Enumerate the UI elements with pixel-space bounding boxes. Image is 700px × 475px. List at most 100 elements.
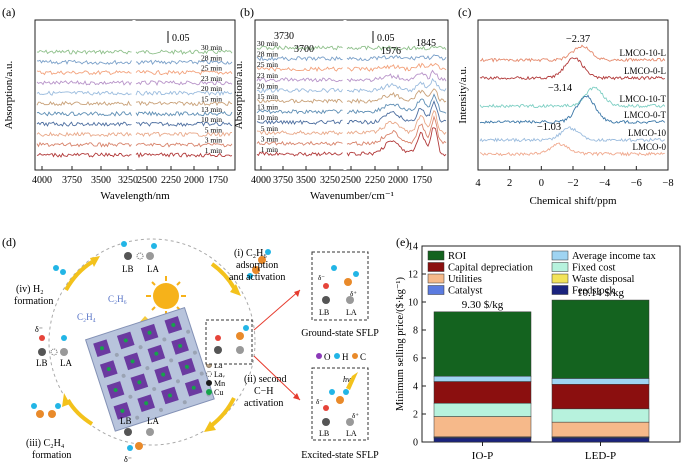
- a-trace: [36, 59, 233, 66]
- lattice-la-site: [145, 366, 150, 371]
- lattice-la-site: [182, 400, 187, 405]
- legend-label: Utilities: [448, 274, 482, 285]
- lattice-legend-swatch: [206, 389, 212, 395]
- a-trace: [36, 141, 233, 148]
- c-series-label: LMCO-10: [628, 128, 666, 138]
- h2-molecule: [53, 265, 66, 275]
- b-series-label: 30 min: [257, 39, 278, 48]
- panel-c-peak-label-2: −3.14: [548, 83, 573, 94]
- c-trace: [479, 142, 665, 157]
- panel-a-scale-label: 0.05: [172, 33, 190, 44]
- legend-swatch: [427, 273, 445, 284]
- b-trace: [256, 62, 447, 72]
- lattice-cu-site: [184, 364, 189, 369]
- panel-a-x-ticks: 4000 3750 3500 3250 2500 2250 2000 1750: [32, 166, 228, 186]
- lattice-la-site: [199, 371, 204, 376]
- b-xtick-label: 3500: [296, 175, 316, 186]
- lattice-cu-site: [147, 330, 152, 335]
- lattice-legend-label: Laᵥ: [214, 370, 225, 379]
- arrow-to-excited-state: [253, 355, 301, 401]
- c-xtick-label: −6: [631, 178, 642, 189]
- b-trace: [256, 88, 447, 104]
- a-trace: [36, 121, 233, 127]
- c2h6-molecule: [247, 249, 271, 279]
- step-iv-line2: formation: [14, 296, 53, 307]
- a-series-label: 25 min: [201, 64, 222, 73]
- h-atom: [151, 243, 157, 249]
- b-trace: [256, 93, 447, 115]
- h-atom: [121, 241, 127, 247]
- delta-minus-bottom: δ⁻: [124, 455, 132, 464]
- b-series-label: 3 min: [261, 134, 279, 143]
- lattice-la-site: [169, 358, 174, 363]
- c2h4-label: C₂H₄: [77, 312, 96, 322]
- panel-c-peak-label-3: −1.03: [537, 122, 561, 133]
- bar-total-label: 10.14 $/kg: [577, 287, 625, 299]
- c-xtick-label: −2: [567, 178, 578, 189]
- legend-label: Capital depreciation: [448, 263, 534, 274]
- c-trace: [479, 86, 666, 109]
- step-iii-line2: formation: [32, 450, 71, 461]
- e-ytick-label: 12: [408, 270, 418, 281]
- b-trace: [256, 77, 447, 94]
- site-top: LB LA: [121, 241, 159, 274]
- a-xtick-label: 3750: [62, 175, 82, 186]
- e-ytick-label: 14: [408, 242, 418, 253]
- lattice-cu-site: [113, 387, 118, 392]
- site-left: δ⁻ LB LA: [35, 325, 72, 368]
- legend-swatch: [427, 250, 445, 261]
- e-xtick-label: LED-P: [585, 450, 616, 462]
- panel-b-xlabel: Wavenumber/cm⁻¹: [310, 190, 394, 202]
- lattice-la-site: [128, 394, 133, 399]
- step-iii-line1: (iii) C₂H₄: [26, 438, 65, 449]
- b-series-label: 23 min: [257, 71, 278, 80]
- lattice-legend-swatch: [206, 371, 212, 377]
- bar-segment: [551, 421, 650, 438]
- b-series-label: 15 min: [257, 92, 278, 101]
- lattice-la-site: [152, 387, 157, 392]
- panel-c-peak-label-1: −2.37: [566, 34, 590, 45]
- c2h4-molecule: [31, 403, 61, 418]
- b-trace: [256, 69, 447, 83]
- lattice-cu-site: [123, 338, 128, 343]
- cycle-arrow-3-head: [62, 393, 70, 407]
- panel-c-ylabel: Intensity/a.u.: [457, 66, 469, 124]
- legend-swatch: [427, 262, 445, 272]
- bar-segment: [551, 299, 650, 379]
- site-label-la-top: LA: [147, 264, 159, 274]
- a-series-label: 10 min: [201, 115, 222, 124]
- a-xtick-label: 4000: [32, 175, 52, 186]
- b-series-label: 13 min: [257, 103, 278, 112]
- legend-label: Feedstock: [572, 286, 615, 297]
- lattice-cu-site: [191, 385, 196, 390]
- ground-state-sflp: δ⁻ δ⁺ LB LA: [318, 265, 359, 317]
- excited-la: LA: [346, 429, 357, 438]
- lewis-acid-site-top: [146, 252, 154, 260]
- cycle-arrow-2: [210, 397, 236, 427]
- cycle-arrow-1-head: [230, 284, 241, 296]
- excited-state-sflp: hν δ⁻ δ⁺ LB LA: [316, 372, 359, 438]
- c-series-label: LMCO-0-L: [624, 66, 666, 76]
- b-trace: [256, 110, 447, 136]
- legend-swatch: [551, 273, 569, 284]
- atom-legend-c: C: [360, 352, 366, 362]
- a-xtick-label: 2500: [137, 175, 157, 186]
- panel-e-legend: ROI Average income tax Capital depreciatio…: [427, 250, 657, 297]
- ground-state-box: [311, 251, 369, 321]
- h-atom: [127, 445, 133, 451]
- legend-swatch: [551, 285, 569, 295]
- step-iv-line1: (iv) H₂: [16, 284, 44, 295]
- panel-b-peak-1845: 1845: [416, 38, 436, 49]
- lattice-cu-site: [130, 359, 135, 364]
- c-series-label: LMCO-10-T: [620, 94, 667, 104]
- a-series-label: 23 min: [201, 74, 222, 83]
- a-xtick-label: 3250: [118, 175, 138, 186]
- b-xtick-label: 2500: [341, 175, 361, 186]
- sflp-la: [236, 346, 244, 354]
- bar-total-label: 9.30 $/kg: [462, 299, 504, 311]
- b-trace: [256, 54, 447, 62]
- bar-segment: [433, 375, 532, 382]
- a-series-label: 15 min: [201, 95, 222, 104]
